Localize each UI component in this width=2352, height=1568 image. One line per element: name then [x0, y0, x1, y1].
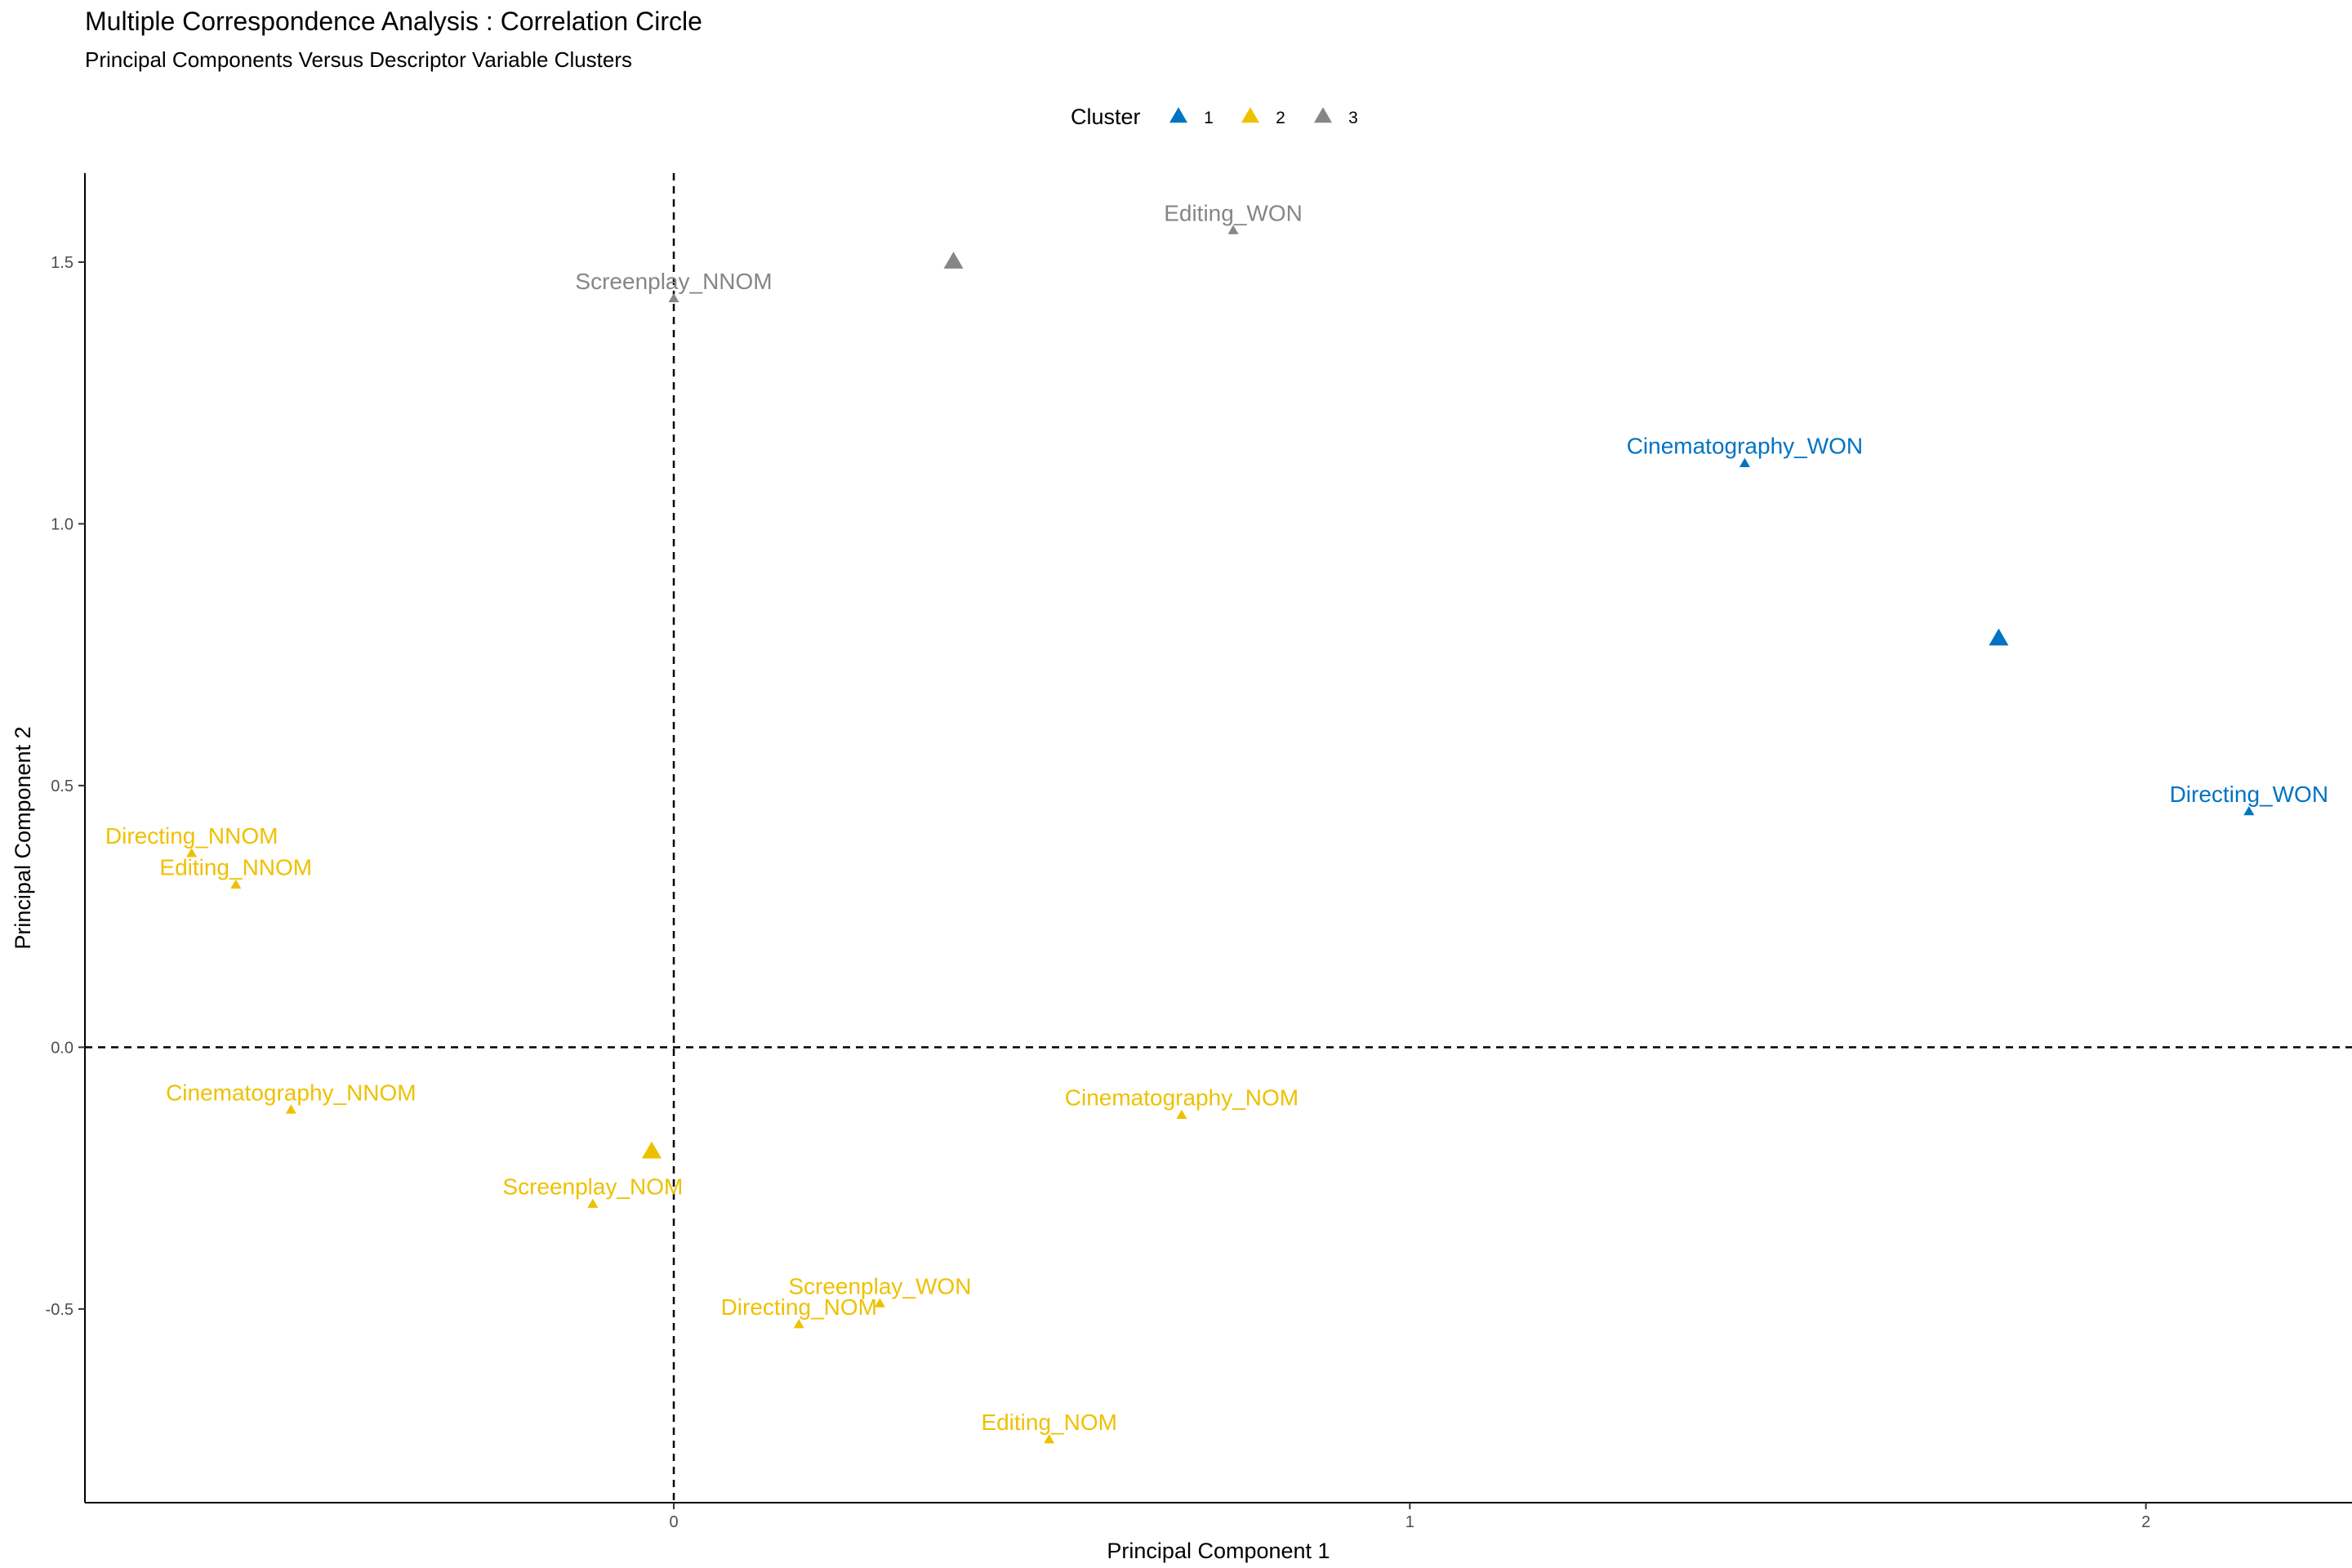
point-label: Directing_NNOM: [105, 823, 278, 849]
data-point: [668, 292, 679, 303]
x-axis-title: Principal Component 1: [1107, 1539, 1330, 1563]
legend-key-1-icon: [1169, 107, 1187, 123]
point-label: Cinematography_WON: [1627, 434, 1863, 459]
data-point: [1739, 457, 1750, 468]
legend-key-2-icon: [1241, 107, 1259, 123]
data-point: [186, 848, 198, 858]
point-label: Cinematography_NOM: [1065, 1085, 1298, 1111]
axes: 0 1 2 -0.5 0.0 0.5 1.0 1.5 Principal Component 1…: [11, 173, 2352, 1563]
y-tick-label: -0.5: [46, 1301, 74, 1319]
x-tick-label: 1: [1405, 1513, 1414, 1531]
legend-label-1: 1: [1204, 109, 1214, 127]
legend-label-3: 3: [1348, 109, 1358, 127]
data-point: [2243, 805, 2255, 816]
y-tick-label: 1.0: [51, 515, 74, 533]
data-point: [1044, 1434, 1055, 1444]
legend-title: Cluster: [1071, 105, 1141, 129]
data-point: [587, 1198, 599, 1208]
data-point: [285, 1104, 296, 1114]
point-label: Directing_WON: [2170, 782, 2328, 807]
y-tick-label: 0.0: [51, 1039, 74, 1057]
cluster-centroid-1: [1989, 628, 2009, 646]
point-label: Directing_NOM: [721, 1294, 877, 1320]
data-point: [230, 879, 242, 889]
y-axis-title: Principal Component 2: [11, 726, 35, 949]
point-label: Editing_NOM: [981, 1410, 1117, 1435]
data-point: [1176, 1109, 1187, 1119]
data-point: [793, 1319, 804, 1329]
point-label: Editing_WON: [1164, 201, 1303, 226]
data-point: [1227, 225, 1239, 234]
plot-marks: Editing_WON Screenplay_NNOM Cinematography…: [105, 201, 2328, 1444]
point-label: Editing_NNOM: [159, 855, 312, 880]
x-tick-label: 2: [2141, 1513, 2150, 1531]
chart-title: Multiple Correspondence Analysis : Corre…: [85, 7, 702, 36]
y-tick-label: 1.5: [51, 254, 74, 272]
legend-key-3-icon: [1314, 107, 1332, 123]
cluster-centroid-2: [642, 1141, 662, 1159]
point-label: Screenplay_NOM: [502, 1174, 683, 1200]
data-point: [874, 1298, 885, 1307]
y-tick-label: 0.5: [51, 777, 74, 795]
legend: Cluster 1 2 3: [1071, 105, 1358, 129]
x-tick-label: 0: [669, 1513, 678, 1531]
cluster-centroid-3: [943, 252, 964, 269]
point-label: Screenplay_NNOM: [575, 269, 772, 294]
legend-label-2: 2: [1276, 109, 1285, 127]
chart-subtitle: Principal Components Versus Descriptor V…: [85, 47, 633, 72]
point-label: Cinematography_NNOM: [166, 1080, 416, 1105]
point-label: Screenplay_WON: [788, 1273, 971, 1298]
